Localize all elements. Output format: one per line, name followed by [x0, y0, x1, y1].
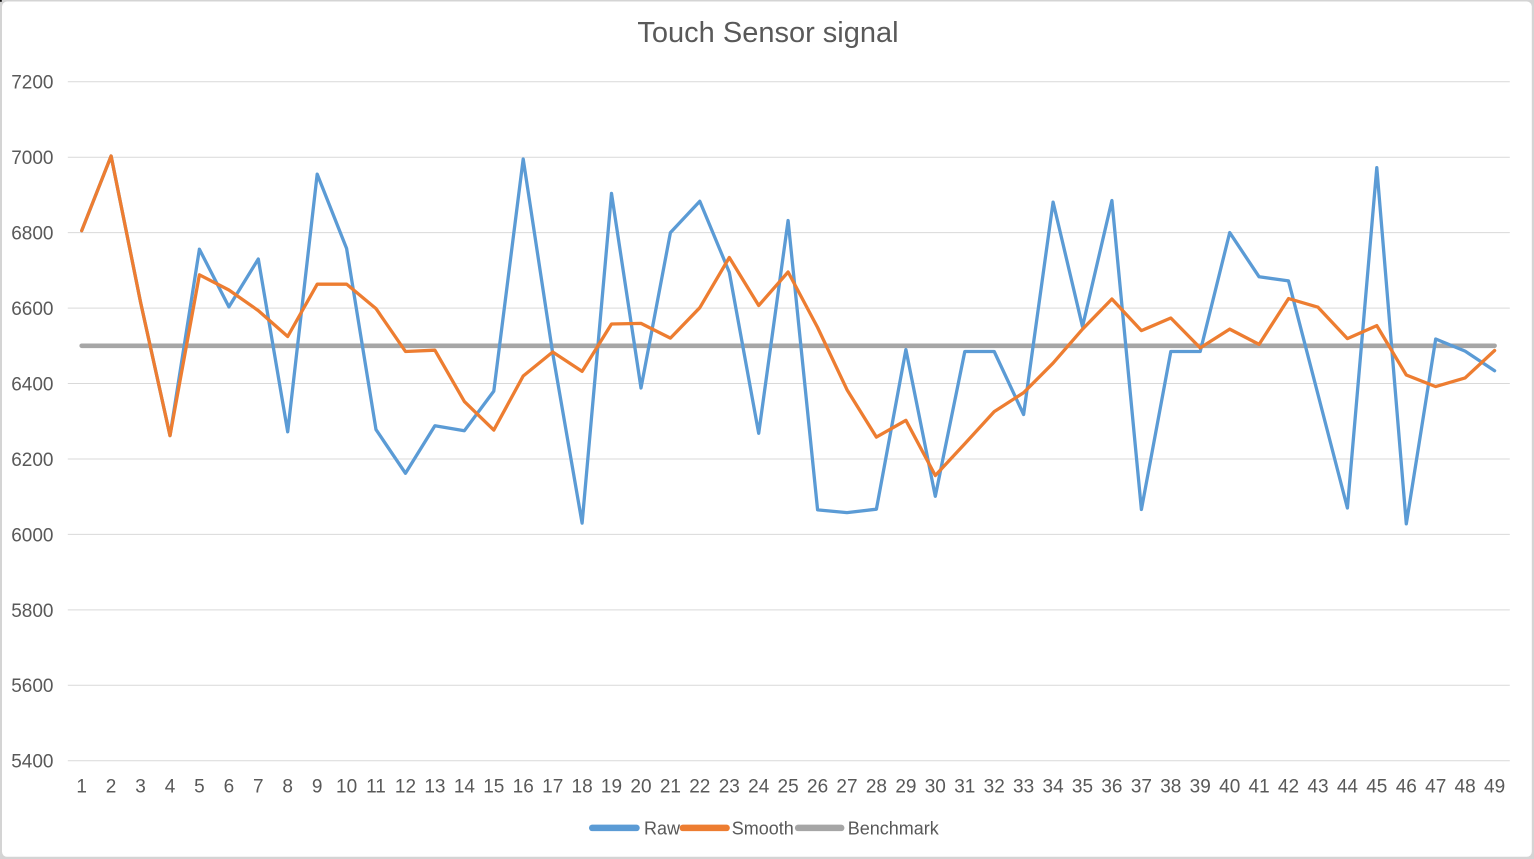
svg-text:30: 30	[925, 777, 946, 798]
svg-text:25: 25	[778, 777, 799, 798]
svg-text:49: 49	[1484, 777, 1505, 798]
svg-text:37: 37	[1131, 777, 1152, 798]
svg-text:5800: 5800	[11, 601, 53, 622]
svg-text:36: 36	[1101, 777, 1122, 798]
svg-text:13: 13	[424, 777, 445, 798]
svg-text:45: 45	[1366, 777, 1387, 798]
svg-text:38: 38	[1160, 777, 1181, 798]
svg-text:4: 4	[165, 777, 176, 798]
svg-text:44: 44	[1337, 777, 1359, 798]
svg-text:27: 27	[836, 777, 857, 798]
svg-text:14: 14	[454, 777, 476, 798]
svg-text:6000: 6000	[11, 525, 53, 546]
svg-text:10: 10	[336, 777, 357, 798]
svg-text:41: 41	[1249, 777, 1270, 798]
svg-text:24: 24	[748, 777, 770, 798]
svg-text:40: 40	[1219, 777, 1240, 798]
svg-text:33: 33	[1013, 777, 1034, 798]
svg-text:42: 42	[1278, 777, 1299, 798]
svg-text:16: 16	[513, 777, 534, 798]
svg-text:29: 29	[895, 777, 916, 798]
svg-text:9: 9	[312, 777, 323, 798]
svg-text:6: 6	[224, 777, 235, 798]
svg-text:46: 46	[1396, 777, 1417, 798]
svg-text:23: 23	[719, 777, 740, 798]
svg-text:11: 11	[366, 777, 386, 798]
svg-text:2: 2	[106, 777, 117, 798]
svg-text:15: 15	[483, 777, 504, 798]
svg-text:32: 32	[984, 777, 1005, 798]
svg-text:8: 8	[282, 777, 293, 798]
svg-text:5: 5	[194, 777, 205, 798]
svg-text:48: 48	[1455, 777, 1476, 798]
svg-text:17: 17	[542, 777, 563, 798]
svg-text:6800: 6800	[11, 224, 53, 245]
svg-text:26: 26	[807, 777, 828, 798]
svg-text:34: 34	[1043, 777, 1065, 798]
svg-text:47: 47	[1425, 777, 1446, 798]
svg-text:7000: 7000	[11, 148, 53, 169]
svg-text:Benchmark: Benchmark	[848, 818, 940, 838]
svg-text:31: 31	[954, 777, 975, 798]
svg-text:35: 35	[1072, 777, 1093, 798]
svg-text:43: 43	[1307, 777, 1328, 798]
svg-text:22: 22	[689, 777, 710, 798]
svg-text:39: 39	[1190, 777, 1211, 798]
svg-text:Touch Sensor signal: Touch Sensor signal	[637, 17, 898, 49]
svg-text:6600: 6600	[11, 299, 53, 320]
svg-text:Smooth: Smooth	[732, 818, 794, 838]
svg-text:18: 18	[572, 777, 593, 798]
svg-text:7200: 7200	[11, 73, 53, 94]
svg-text:7: 7	[253, 777, 264, 798]
svg-text:12: 12	[395, 777, 416, 798]
svg-text:5600: 5600	[11, 676, 53, 697]
svg-text:6400: 6400	[11, 374, 53, 395]
svg-text:5400: 5400	[11, 752, 53, 773]
svg-text:28: 28	[866, 777, 887, 798]
svg-text:6200: 6200	[11, 450, 53, 471]
svg-text:21: 21	[660, 777, 681, 798]
svg-text:20: 20	[630, 777, 651, 798]
svg-text:Raw: Raw	[644, 818, 681, 838]
svg-text:1: 1	[76, 777, 87, 798]
svg-text:19: 19	[601, 777, 622, 798]
svg-text:3: 3	[135, 777, 146, 798]
